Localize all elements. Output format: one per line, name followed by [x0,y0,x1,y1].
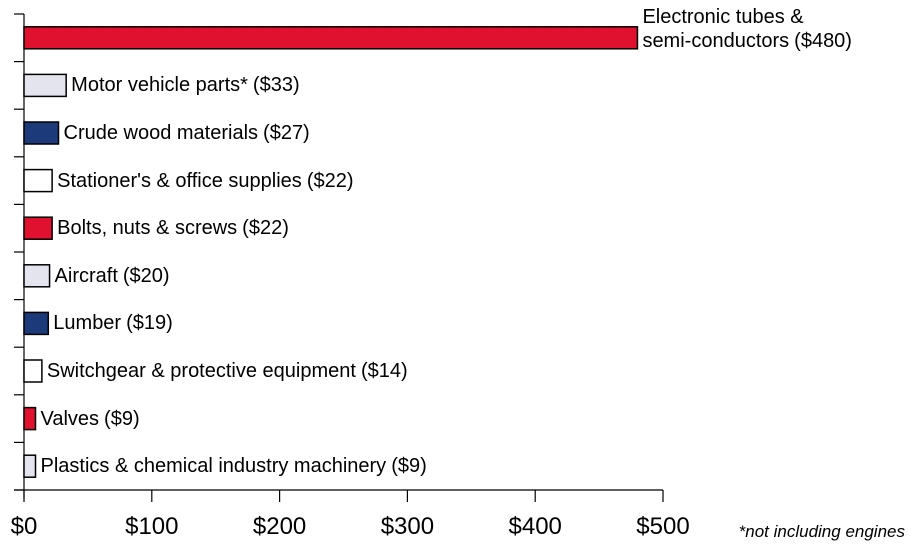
footnote: *not including engines [738,522,905,541]
bar-label: Motor vehicle parts* ($33) [71,73,299,97]
bar-label: Bolts, nuts & screws ($22) [57,216,289,240]
category-label: Plastics & chemical industry machinery [40,455,387,478]
bar-label: Aircraft ($20) [55,264,170,288]
bar [23,454,37,478]
value-label: ($9) [104,407,140,430]
bar [23,168,53,193]
category-label: Aircraft [54,264,118,287]
category-label: Electronic tubes & semi-conductors [642,5,804,52]
category-label: Crude wood materials [63,122,259,144]
value-label: ($33) [252,74,300,97]
bar [23,216,53,240]
bar-label: Valves ($9) [41,407,140,431]
bar [23,406,37,431]
bar-label: Lumber ($19) [53,311,173,335]
bar-label: Electronic tubes & semi-conductors ($480) [642,5,856,53]
value-label: ($27) [263,122,310,144]
value-label: ($22) [306,169,354,192]
x-tick-label: $200 [253,513,306,540]
x-tick-label: $500 [636,513,689,540]
bar-label: Crude wood materials ($27) [64,121,310,145]
bar [23,73,67,98]
bar [23,121,60,145]
x-tick-label: $300 [381,513,434,540]
value-label: ($22) [242,217,289,240]
bar [23,26,639,50]
category-label: Switchgear & protective equipment [46,360,356,382]
category-label: Bolts, nuts & screws [57,217,238,240]
category-label: Lumber [53,312,122,335]
value-label: ($14) [360,360,408,382]
bar [23,311,50,336]
category-label: Motor vehicle parts* [71,74,248,97]
value-label: ($20) [122,264,170,287]
bar-label: Switchgear & protective equipment ($14) [47,359,408,383]
x-tick-label: $400 [509,513,562,540]
value-label: ($480) [794,29,852,52]
bar [23,264,51,288]
x-tick-label: $100 [125,513,178,540]
category-label: Valves [40,407,100,430]
value-label: ($9) [391,455,427,478]
value-label: ($19) [126,312,173,335]
bar-label: Stationer's & office supplies ($22) [57,169,353,193]
x-tick-label: $0 [11,513,38,540]
bar [23,359,43,383]
bar-label: Plastics & chemical industry machinery ($… [41,454,427,478]
category-label: Stationer's & office supplies [57,169,302,192]
